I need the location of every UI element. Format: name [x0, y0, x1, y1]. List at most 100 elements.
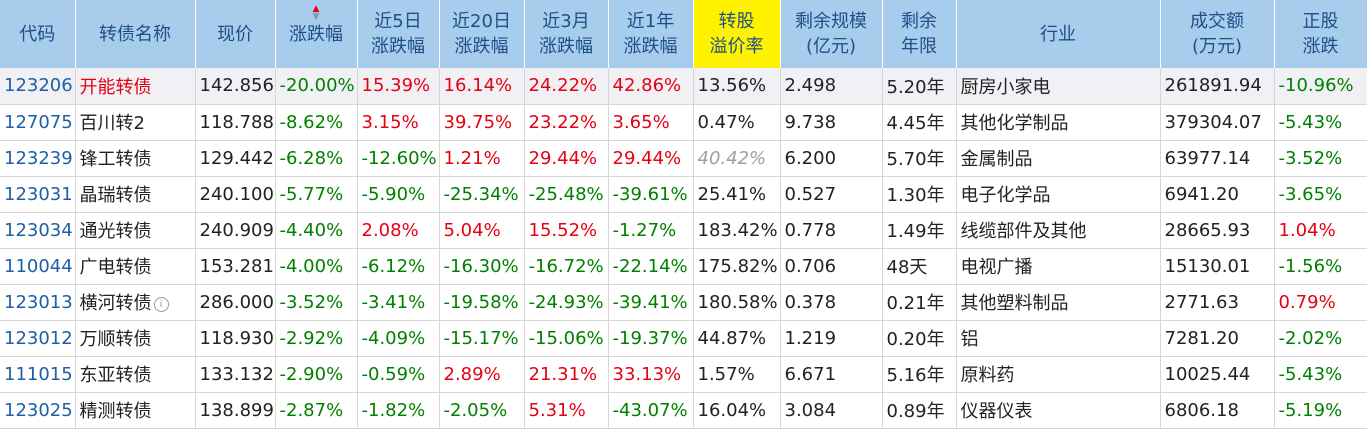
cell-premium: 16.04% — [693, 392, 781, 429]
cell-change-20d: 1.21% — [439, 140, 525, 177]
cell-name-text[interactable]: 东亚转债 — [79, 365, 152, 386]
cell-name-text[interactable]: 精测转债 — [79, 401, 152, 422]
cell-code-text[interactable]: 123025 — [4, 399, 73, 421]
cell-years-text: 0.20年 — [886, 329, 945, 350]
cell-code-text[interactable]: 123239 — [4, 147, 73, 169]
cell-change-1y-text: -19.37% — [612, 327, 688, 349]
cell-code-text[interactable]: 123034 — [4, 219, 73, 241]
cell-change-1y: -1.27% — [608, 212, 694, 249]
cell-name-text[interactable]: 横河转债 — [79, 293, 152, 314]
table-row[interactable]: 123239 锋工转债 129.442 -6.28% -12.60% 1.21% 29.44… — [0, 140, 1367, 177]
cell-change: -4.40% — [275, 212, 358, 249]
cell-code[interactable]: 110044 — [0, 248, 76, 285]
cell-code[interactable]: 111015 — [0, 356, 76, 393]
cell-change-3m-text: -24.93% — [528, 291, 604, 313]
cell-name[interactable]: 通光转债 — [75, 212, 196, 249]
cell-years: 5.70年 — [882, 140, 957, 177]
table-row[interactable]: 127075 百川转2 118.788 -8.62% 3.15% 39.75% 23.22%… — [0, 104, 1367, 141]
col-header-scale[interactable]: 剩余规模 (亿元) — [780, 0, 883, 68]
col-header-change-5d[interactable]: 近5日 涨跌幅 — [357, 0, 440, 68]
table-row[interactable]: 123034 通光转债 240.909 -4.40% 2.08% 5.04% 15.52% -… — [0, 212, 1367, 249]
cell-name[interactable]: 锋工转债 — [75, 140, 196, 177]
cell-name-text[interactable]: 开能转债 — [79, 76, 152, 98]
cell-change-3m-text: -16.72% — [528, 255, 604, 277]
sort-arrows-icon[interactable]: ▲ ▼ — [312, 4, 320, 22]
col-header-years[interactable]: 剩余 年限 — [882, 0, 957, 68]
cell-code-text[interactable]: 110044 — [4, 255, 73, 277]
table-row[interactable]: 123012 万顺转债 118.930 -2.92% -4.09% -15.17% -15.… — [0, 320, 1367, 357]
cell-volume-text: 63977.14 — [1164, 147, 1251, 169]
col-header-code[interactable]: 代码 — [0, 0, 76, 68]
cell-name[interactable]: 开能转债 — [75, 68, 196, 105]
table-row[interactable]: 123013 横河转债 i 286.000 -3.52% -3.41% -19.58% -24… — [0, 284, 1367, 321]
col-header-premium[interactable]: 转股 溢价率 — [693, 0, 781, 68]
cell-change-20d: -19.58% — [439, 284, 525, 321]
cell-code-text[interactable]: 123013 — [4, 291, 73, 313]
cell-name-text[interactable]: 通光转债 — [79, 221, 152, 242]
cell-change: -2.92% — [275, 320, 358, 357]
cell-name-text[interactable]: 百川转2 — [79, 113, 145, 134]
cell-code[interactable]: 123013 — [0, 284, 76, 321]
cell-code[interactable]: 123034 — [0, 212, 76, 249]
cell-premium-text: 44.87% — [697, 327, 767, 349]
col-header-change-3m[interactable]: 近3月 涨跌幅 — [524, 0, 609, 68]
table-row[interactable]: 111015 东亚转债 133.132 -2.90% -0.59% 2.89% 21.31%… — [0, 356, 1367, 393]
cell-years-text: 0.89年 — [886, 401, 945, 422]
col-header-stock-change[interactable]: 正股 涨跌 — [1274, 0, 1367, 68]
cell-name[interactable]: 横河转债 i — [75, 284, 196, 321]
cell-premium: 175.82% — [693, 248, 781, 285]
cell-code-text[interactable]: 123031 — [4, 183, 73, 205]
cell-volume-text: 28665.93 — [1164, 219, 1251, 241]
info-icon[interactable]: i — [153, 296, 169, 312]
cell-name-text[interactable]: 晶瑞转债 — [79, 185, 152, 206]
cell-name[interactable]: 精测转债 — [75, 392, 196, 429]
cell-code-text[interactable]: 111015 — [4, 363, 73, 385]
cell-name[interactable]: 广电转债 — [75, 248, 196, 285]
cell-change-5d: 2.08% — [357, 212, 440, 249]
cell-change-1y-text: 29.44% — [612, 147, 682, 169]
cell-name[interactable]: 万顺转债 — [75, 320, 196, 357]
cell-change-text: -4.00% — [279, 255, 344, 277]
cell-code-text[interactable]: 123206 — [4, 75, 73, 97]
cell-change-3m: 23.22% — [524, 104, 609, 141]
cell-code[interactable]: 123012 — [0, 320, 76, 357]
table-row[interactable]: 110044 广电转债 153.281 -4.00% -6.12% -16.30% -16.… — [0, 248, 1367, 285]
cell-change-20d: -15.17% — [439, 320, 525, 357]
cell-code[interactable]: 123025 — [0, 392, 76, 429]
cell-change-20d: 16.14% — [439, 68, 525, 105]
cell-price-text: 240.909 — [199, 219, 274, 241]
cell-code[interactable]: 123206 — [0, 68, 76, 105]
col-header-change-1y[interactable]: 近1年 涨跌幅 — [608, 0, 694, 68]
cell-stock-change-text: -2.02% — [1278, 327, 1343, 349]
col-header-volume[interactable]: 成交额 (万元) — [1160, 0, 1275, 68]
cell-name[interactable]: 晶瑞转债 — [75, 176, 196, 213]
table-row[interactable]: 123025 精测转债 138.899 -2.87% -1.82% -2.05% 5.31%… — [0, 392, 1367, 429]
cell-premium-text: 183.42% — [697, 219, 778, 241]
col-header-price[interactable]: 现价 — [195, 0, 276, 68]
col-header-change-20d[interactable]: 近20日 涨跌幅 — [439, 0, 525, 68]
cell-volume: 15130.01 — [1160, 248, 1275, 285]
table-row[interactable]: 123206 开能转债 142.856 -20.00% 15.39% 16.14% 24.2… — [0, 68, 1367, 105]
cell-change-5d-text: 15.39% — [361, 75, 431, 97]
col-header-industry[interactable]: 行业 — [956, 0, 1161, 68]
table-row[interactable]: 123031 晶瑞转债 240.100 -5.77% -5.90% -25.34% -25.… — [0, 176, 1367, 213]
cell-name[interactable]: 百川转2 — [75, 104, 196, 141]
cell-code[interactable]: 123239 — [0, 140, 76, 177]
convertible-bond-table: 代码 转债名称 现价 ▲ ▼ 涨跌幅 近5日 涨跌幅 近20日 涨跌幅 近3月 涨跌幅 … — [0, 0, 1367, 429]
col-header-name[interactable]: 转债名称 — [75, 0, 196, 68]
cell-code-text[interactable]: 123012 — [4, 327, 73, 349]
cell-code-text[interactable]: 127075 — [4, 111, 73, 133]
cell-code[interactable]: 127075 — [0, 104, 76, 141]
cell-name-text[interactable]: 锋工转债 — [79, 149, 152, 170]
cell-code[interactable]: 123031 — [0, 176, 76, 213]
cell-change: -8.62% — [275, 104, 358, 141]
cell-change-text: -20.00% — [279, 75, 355, 97]
cell-change-20d-text: -2.05% — [443, 399, 508, 421]
cell-name-text[interactable]: 广电转债 — [79, 257, 152, 278]
cell-years: 4.45年 — [882, 104, 957, 141]
cell-name[interactable]: 东亚转债 — [75, 356, 196, 393]
col-header-change[interactable]: ▲ ▼ 涨跌幅 — [275, 0, 358, 68]
cell-name-text[interactable]: 万顺转债 — [79, 329, 152, 350]
cell-industry: 仪器仪表 — [956, 392, 1161, 429]
cell-premium: 0.47% — [693, 104, 781, 141]
